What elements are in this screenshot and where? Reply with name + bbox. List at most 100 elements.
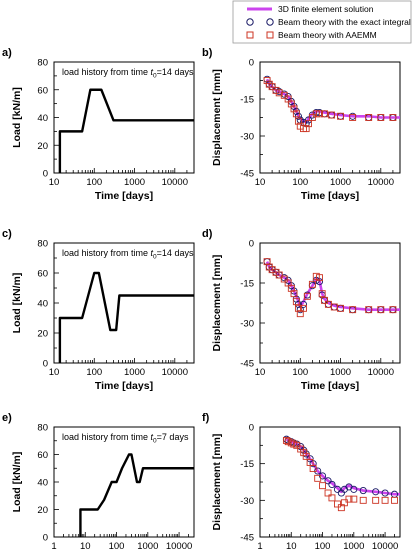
panel-d-aaemm-point [275,271,283,279]
panel-a-label: a) [2,47,12,59]
panel-d-y-tick-label: -30 [240,319,254,330]
panel-c-x-axis-label: Time [days] [95,380,153,392]
panel-b-y-tick-label: -15 [240,95,254,106]
panel-b-aaemm-point [337,112,344,120]
legend-exact-marker-2 [266,18,274,26]
panel-b-aaemm-point [305,120,312,128]
panel-f-aaemm-point [324,489,332,497]
legend-aaemm-marker-1 [246,31,254,39]
panel-f-y-axis-label: Displacement [mm] [211,434,223,531]
panel-a-x-tick-label: 10000 [162,177,188,188]
panel-c: c) 10 100 1000 10000 0 20 40 60 80 Time [days] Load… [2,228,195,392]
panel-b-y-tick-label: 0 [249,58,254,69]
panel-b-aaemm-point [302,125,310,133]
panel-f-y-tick-label: -15 [240,459,254,470]
panel-d-y-tick-label: 0 [249,239,254,250]
panel-d-aaemm-point [294,304,302,312]
panel-b-aaemm-point [328,111,336,119]
panel-f-exact-point [333,485,342,493]
panel-d-aaemm-point [349,306,357,314]
panel-f-aaemm-point [293,441,301,449]
panel-f-aaemm-point [345,495,353,503]
panel-a-annotation: load history from time t0=14 days [62,67,194,80]
panel-c-y-tick-label: 80 [37,239,48,250]
panel-a-x-tick-label: 10 [49,177,60,188]
panel-d-aaemm-point [316,274,323,282]
panel-f-aaemm-point [319,482,326,490]
panel-f-fem-line [285,438,400,496]
panel-a-load-line [58,88,194,173]
panel-f-aaemm-point [287,439,295,447]
panel-d-aaemm-point [303,292,311,300]
panel-a-x-tick-label: 1000 [124,177,145,188]
panel-b-aaemm-point [321,110,328,118]
panel-a-y-axis-label: Load [kN/m] [11,87,23,148]
panel-d-y-tick-label: -15 [240,279,254,290]
panel-f-exact-point [318,472,327,480]
panel-f-aaemm-point [302,452,310,460]
panel-a-y-tick-label: 40 [37,113,48,124]
panel-e-load-line [79,453,194,537]
panel-a-y-tick-label: 80 [37,58,48,69]
panel-c-label: c) [2,228,12,240]
panel-c-y-tick-label: 0 [43,359,48,370]
panel-b-fem-line [265,78,400,124]
panel-c-x-tick-label: 1000 [124,367,145,378]
panel-e-annotation: load history from time t0=7 days [62,432,189,445]
panel-d-x-tick-label: 100 [292,367,308,378]
panel-b-label: b) [202,47,213,59]
panel-d-aaemm-point [377,306,385,314]
panel-d-y-axis-label: Displacement [mm] [211,255,223,352]
panel-a-y-tick-label: 60 [37,85,48,96]
panel-b-y-tick-label: -30 [240,132,254,143]
panel-f-x-tick-label: 1 [257,541,262,550]
panel-e-y-tick-label: 60 [37,450,48,461]
panel-e-y-tick-label: 80 [37,423,48,434]
panel-b-x-tick-label: 1000 [330,177,351,188]
panel-b-aaemm-point [280,91,288,99]
panel-b-aaemm-point [389,114,397,121]
panel-b-x-tick-label: 10 [255,177,266,188]
panel-e-y-tick-label: 40 [37,478,48,489]
legend-aaemm-label: Beam theory with AAEMM [278,30,377,40]
panel-c-annotation: load history from time t0=14 days [62,248,194,261]
panel-b-x-axis-label: Time [days] [301,190,359,202]
panel-b-aaemm-point [275,89,283,97]
panel-d-x-tick-label: 10000 [368,367,394,378]
panel-f-exact-point [381,489,389,497]
legend-fem-label: 3D finite element solution [278,4,374,14]
panel-f-x-tick-label: 1000 [343,541,364,550]
legend-exact-marker-1 [246,18,254,26]
panel-f-exact-point [372,488,380,496]
panel-f-exact-point [328,480,336,488]
panel-b-x-tick-label: 10000 [368,177,394,188]
panel-d-aaemm-point [337,304,344,312]
legend-aaemm-marker-2 [266,31,274,39]
panel-b-aaemm-point [365,114,373,121]
panel-f-y-tick-label: 0 [249,423,254,434]
panel-f-x-tick-label: 100 [315,541,331,550]
panel-d-x-tick-label: 10 [255,367,266,378]
panel-e-x-tick-label: 1000 [137,541,158,550]
panel-f-aaemm-point [334,500,341,508]
panel-c-x-tick-label: 100 [86,367,102,378]
panel-d-aaemm-point [300,304,307,312]
panel-a-y-tick-label: 20 [37,141,48,152]
panel-e-x-tick-label: 100 [109,541,125,550]
panel-c-y-axis-label: Load [kN/m] [11,273,23,334]
panel-a-x-axis-label: Time [days] [95,190,153,202]
panel-f-aaemm-point [328,494,336,502]
panel-b-aaemm-point [349,114,357,121]
panel-f-aaemm-point [314,474,322,482]
panel-d-aaemm-point [263,258,271,266]
panel-c-axes-frame [53,242,195,364]
panel-f-aaemm-point [372,496,380,504]
panel-c-y-tick-label: 40 [37,299,48,310]
panel-d-aaemm-point [389,306,397,314]
panel-e-y-axis-label: Load [kN/m] [11,452,23,513]
panel-f-aaemm-point [350,495,358,503]
panel-c-x-tick-label: 10 [49,367,60,378]
